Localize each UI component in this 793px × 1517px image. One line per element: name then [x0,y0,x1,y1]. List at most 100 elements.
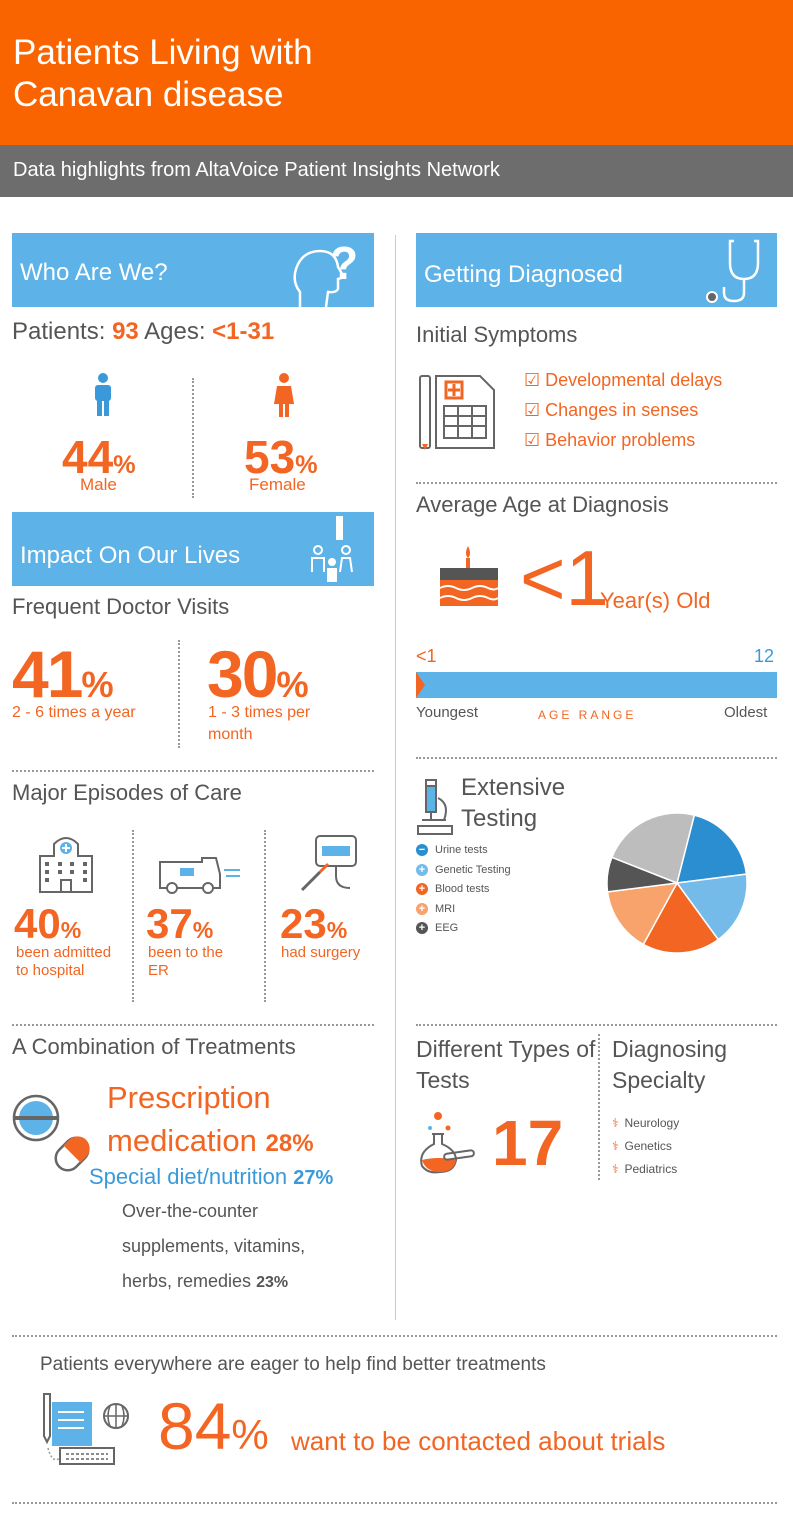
lab-flask-icon [420,1112,475,1174]
episode-divider-2 [264,830,266,1002]
legend-item: + Blood tests [416,881,489,897]
medical-chart-icon [419,375,495,450]
pie-slice-urine-tests [676,814,748,884]
age-range-marker [416,672,425,698]
legend-label: Blood tests [435,883,490,895]
range-max-label: Oldest [724,704,768,721]
range-min: <1 [416,646,437,666]
who-banner: Who Are We? ? [12,233,374,307]
range-caption: AGE RANGE [538,708,637,722]
specialty-title: Diagnosing Specialty [612,1036,728,1093]
divider [12,770,374,772]
age-range-bar [416,672,777,698]
testing-title: Extensive Testing [461,774,566,832]
otc-treatment: Over-the-counter supplements, vitamins, … [122,1201,306,1291]
avg-age-title: Average Age at Diagnosis [416,492,669,517]
visits-divider [178,640,180,748]
computer-form-icon [43,1393,129,1465]
tests-divider [598,1034,600,1180]
impact-banner-title: Impact On Our Lives [20,542,241,569]
legend-swatch: + [416,883,428,896]
diagnosed-banner: Getting Diagnosed [416,233,777,307]
center-divider [395,235,396,1320]
legend-item: + MRI [416,901,455,917]
trials-label: want to be contacted about trials [291,1426,666,1456]
legend-item: + EEG [416,920,458,936]
legend-label: MRI [435,902,456,915]
range-max: 12 [754,646,775,666]
symptom-row-1: ☑ Developmental delays [524,370,723,390]
page-title: Patients Living with Canavan disease [13,33,313,114]
head-question-icon: ? [293,237,358,307]
patients-label: Patients: [12,318,106,345]
symptom-row-3: ☑ Behavior problems [524,430,696,450]
ages-label: Ages: [144,318,206,345]
female-icon [274,373,294,417]
episode-er-label: been to the ER [148,944,224,979]
ambulance-icon [159,857,240,894]
female-percent: 53% [244,431,318,483]
specialty-row: ⚕ Genetics [612,1139,672,1153]
subtitle-bar [0,145,793,197]
visit1-label: 2 - 6 times a year [12,704,136,721]
episodes-title: Major Episodes of Care [12,780,242,805]
stethoscope-icon [706,239,760,303]
pie-slice-mri [606,882,679,946]
episode-surgery-percent: 23% [280,900,348,947]
doctor-icon: ⚕ [612,1139,619,1153]
legend-label: EEG [435,922,459,934]
legend-item: − Urine tests [416,842,488,858]
male-icon [95,373,111,416]
legend-label: Urine tests [435,844,488,856]
rx-treatment: Prescription medication 28% [107,1080,314,1158]
range-min-label: Youngest [416,704,479,721]
male-percent: 44% [62,431,136,483]
test-types-title: Different Types of Tests [416,1036,596,1093]
family-icon [311,516,353,582]
svg-text:?: ? [330,237,358,289]
doctor-visits-title: Frequent Doctor Visits [12,594,230,619]
trials-percent: 84% [158,1389,269,1463]
legend-swatch: − [416,844,428,857]
visit2-percent: 30% [207,637,309,711]
test-types-value: 17 [492,1107,564,1179]
pie-slice-genetic-testing [675,873,748,941]
episode-hospital-percent: 40% [14,900,82,947]
checkbox-icon: ☑ [524,370,541,390]
avg-age-unit: Year(s) Old [600,588,711,613]
episode-er-percent: 37% [146,900,214,947]
divider [12,1502,777,1504]
legend-label: Genetic Testing [435,863,511,876]
diet-treatment: Special diet/nutrition 27% [89,1164,334,1189]
episode-divider-1 [132,830,134,1002]
page-subtitle: Data highlights from AltaVoice Patient I… [13,159,500,181]
avg-age-value: <1 [520,534,609,622]
episode-hospital-label: been admitted to hospital [16,944,112,979]
gender-divider [192,378,194,498]
treatments-title: A Combination of Treatments [12,1034,296,1059]
visit1-percent: 41% [12,637,114,711]
checkbox-icon: ☑ [524,430,541,450]
divider [416,1024,777,1026]
doctor-icon: ⚕ [612,1162,619,1176]
visit2-label: 1 - 3 times per month [208,704,311,743]
ages-value: <1-31 [212,318,275,345]
male-label: Male [80,475,117,494]
testing-pie-chart [606,812,748,954]
symptom-row-2: ☑ Changes in senses [524,400,699,420]
divider [416,482,777,484]
pie-slice-other [610,812,696,885]
pie-slice-blood-tests [642,881,720,954]
divider [12,1335,777,1337]
patients-value: 93 [112,318,139,345]
divider [12,1024,374,1026]
doctor-icon: ⚕ [612,1116,619,1130]
birthday-cake-icon [439,546,499,606]
legend-swatch: + [416,922,428,935]
specialty-row: ⚕ Pediatrics [612,1162,678,1176]
impact-banner: Impact On Our Lives [12,512,374,586]
iv-bag-icon [300,835,357,892]
legend-item: + Genetic Testing [416,862,511,878]
diagnosed-banner-title: Getting Diagnosed [424,261,623,288]
legend-swatch: + [416,902,428,915]
